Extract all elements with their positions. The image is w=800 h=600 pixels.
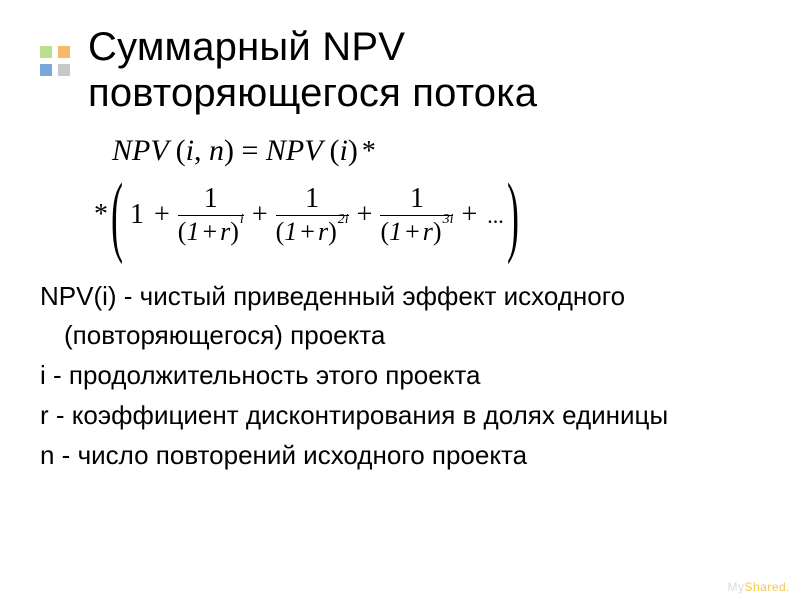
formula-line-1: NPV (i, n) = NPV (i)* — [112, 134, 760, 168]
watermark-right: Shared. — [744, 580, 790, 594]
plus-icon: + — [357, 200, 373, 231]
multiply-star: * — [362, 136, 376, 167]
open-paren: ( — [111, 176, 123, 256]
definitions-block: NPV(i) - чистый приведенный эффект исход… — [40, 278, 760, 474]
numerator: 1 — [410, 185, 424, 215]
def-line: (повторяющегося) проекта — [40, 317, 760, 355]
multiply-star: * — [94, 200, 108, 231]
plus-icon: + — [154, 200, 170, 231]
bullet-square — [40, 46, 52, 58]
title-bullet-icon — [40, 46, 70, 76]
denominator: (1+r)3i — [380, 216, 453, 247]
term-one: 1 — [130, 200, 144, 231]
fraction-2: 1 (1+r)2i — [276, 185, 349, 247]
formula-line-2: * ( 1 + 1 (1+r)i + 1 (1+r)2i + 1 (1+r)3i… — [90, 176, 760, 256]
slide-title: Суммарный NPV повторяющегося потока — [88, 24, 537, 116]
denominator: (1+r)i — [178, 216, 244, 247]
exponent: i — [240, 212, 244, 227]
formula-lhs: NPV (i, n) = NPV (i) — [112, 134, 358, 167]
bullet-square — [58, 46, 70, 58]
title-block: Суммарный NPV повторяющегося потока — [40, 24, 760, 116]
title-line-2: повторяющегося потока — [88, 71, 537, 115]
watermark-left: My — [727, 580, 744, 594]
denominator: (1+r)2i — [276, 216, 349, 247]
fraction-1: 1 (1+r)i — [178, 185, 244, 247]
watermark: MyShared. — [727, 580, 790, 594]
plus-icon: + — [461, 200, 477, 231]
exponent: 2i — [338, 212, 349, 227]
close-paren: ) — [507, 176, 519, 256]
def-line: NPV(i) - чистый приведенный эффект исход… — [40, 278, 760, 316]
series: 1 + 1 (1+r)i + 1 (1+r)2i + 1 (1+r)3i + .… — [122, 185, 508, 247]
title-line-1: Суммарный NPV — [88, 25, 405, 69]
def-line: n - число повторений исходного проекта — [40, 437, 760, 475]
formula-block: NPV (i, n) = NPV (i)* * ( 1 + 1 (1+r)i +… — [112, 134, 760, 256]
numerator: 1 — [204, 185, 218, 215]
bullet-square — [58, 64, 70, 76]
fraction-3: 1 (1+r)3i — [380, 185, 453, 247]
numerator: 1 — [305, 185, 319, 215]
exponent: 3i — [443, 212, 454, 227]
ellipsis: ... — [487, 204, 504, 228]
bullet-square — [40, 64, 52, 76]
def-line: r - коэффициент дисконтирования в долях … — [40, 397, 760, 435]
def-line: i - продолжительность этого проекта — [40, 357, 760, 395]
plus-icon: + — [252, 200, 268, 231]
